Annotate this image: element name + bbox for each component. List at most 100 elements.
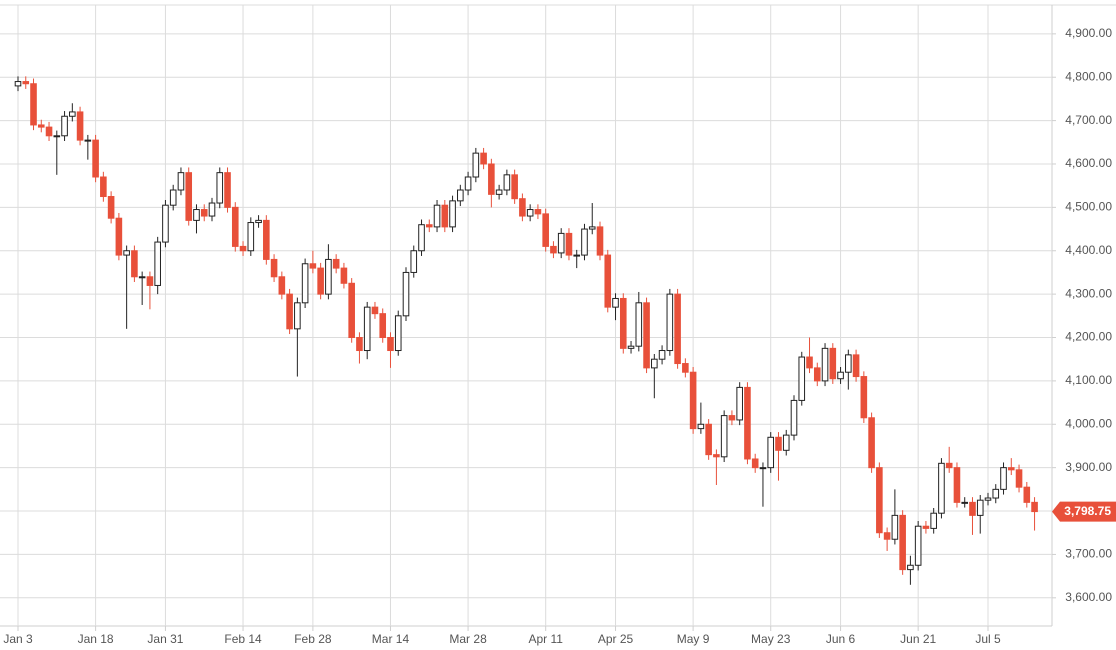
x-tick-label: Apr 11 bbox=[528, 632, 563, 646]
x-tick-label: Jan 31 bbox=[147, 632, 183, 646]
candle-body bbox=[992, 488, 1000, 499]
candle-body bbox=[534, 209, 542, 215]
candle-body bbox=[286, 293, 293, 330]
candle-body bbox=[860, 376, 868, 419]
candle-body bbox=[418, 224, 425, 252]
candle-body bbox=[107, 196, 115, 219]
candle-body bbox=[224, 172, 231, 208]
candle-body bbox=[371, 306, 379, 315]
candle-body bbox=[666, 293, 674, 352]
candle-body bbox=[542, 213, 549, 247]
candle-body bbox=[953, 467, 961, 503]
candle-body bbox=[433, 204, 441, 228]
candle-body bbox=[37, 124, 45, 128]
candle-body bbox=[115, 217, 123, 256]
candle-body bbox=[689, 371, 697, 430]
candle-body bbox=[519, 198, 526, 217]
candle-body bbox=[720, 415, 728, 458]
candle-body bbox=[976, 499, 984, 516]
x-tick-label: Mar 28 bbox=[449, 632, 487, 646]
candle-body bbox=[930, 512, 937, 529]
candle-body bbox=[154, 241, 161, 286]
candle-body bbox=[84, 139, 92, 142]
y-tick-label: 4,500.00 bbox=[1065, 200, 1112, 214]
candle-body bbox=[480, 152, 487, 165]
candle-body bbox=[806, 356, 813, 369]
candle-body bbox=[457, 189, 464, 202]
candle-body bbox=[61, 115, 68, 137]
candle-body bbox=[790, 399, 798, 436]
candle-body bbox=[969, 501, 976, 516]
last-price-tag bbox=[1052, 501, 1116, 522]
candle-body bbox=[883, 532, 891, 540]
candle-body bbox=[627, 345, 635, 349]
candle-body bbox=[340, 267, 348, 284]
y-tick-label: 4,100.00 bbox=[1065, 373, 1112, 387]
candle-body bbox=[573, 254, 581, 257]
candle-body bbox=[138, 276, 146, 279]
candle-body bbox=[907, 564, 914, 571]
candle-body bbox=[69, 111, 76, 117]
candle-body bbox=[891, 514, 899, 540]
candle-body bbox=[565, 232, 573, 256]
candle-body bbox=[263, 219, 270, 260]
candle-body bbox=[914, 525, 922, 566]
candle-body bbox=[239, 245, 247, 252]
candle-body bbox=[278, 276, 286, 295]
y-tick-label: 4,200.00 bbox=[1065, 330, 1112, 344]
candle-body bbox=[379, 313, 387, 339]
candle-body bbox=[45, 126, 53, 137]
candle-body bbox=[363, 306, 371, 352]
candle-body bbox=[92, 139, 99, 178]
candle-body bbox=[682, 363, 689, 373]
candle-body bbox=[123, 250, 130, 256]
candle-body bbox=[938, 462, 945, 514]
candle-body bbox=[162, 204, 169, 243]
candle-body bbox=[387, 337, 394, 352]
x-tick-label: Feb 28 bbox=[294, 632, 332, 646]
candle-body bbox=[813, 367, 821, 382]
y-tick-label: 3,700.00 bbox=[1065, 547, 1112, 561]
candle-body bbox=[1015, 469, 1023, 488]
candle-body bbox=[200, 209, 208, 217]
candle-body bbox=[635, 302, 643, 347]
candle-body bbox=[441, 204, 449, 228]
x-tick-label: Feb 14 bbox=[224, 632, 262, 646]
x-tick-label: Jun 6 bbox=[826, 632, 856, 646]
candle-body bbox=[782, 434, 790, 451]
candle-body bbox=[619, 297, 627, 349]
candle-body bbox=[1000, 467, 1007, 490]
candle-body bbox=[394, 315, 402, 352]
candle-body bbox=[309, 263, 317, 269]
candle-body bbox=[1007, 467, 1015, 471]
candle-body bbox=[177, 172, 185, 191]
candle-body bbox=[736, 386, 743, 421]
y-tick-label: 4,400.00 bbox=[1065, 243, 1112, 257]
candle-body bbox=[495, 189, 503, 195]
candle-body bbox=[216, 172, 224, 204]
candle-body bbox=[449, 200, 456, 228]
candle-body bbox=[876, 467, 883, 534]
x-tick-label: Jan 18 bbox=[78, 632, 114, 646]
candle-body bbox=[169, 189, 177, 206]
candle-body bbox=[604, 254, 612, 308]
candle-body bbox=[325, 258, 332, 295]
candle-body bbox=[1023, 486, 1031, 503]
candle-body bbox=[744, 386, 751, 460]
candle-body bbox=[208, 202, 216, 217]
candle-body bbox=[899, 514, 906, 571]
candle-body bbox=[356, 337, 363, 352]
candle-body bbox=[845, 354, 852, 373]
candle-body bbox=[798, 356, 806, 401]
candle-body bbox=[821, 347, 829, 382]
candle-body bbox=[852, 354, 860, 378]
candle-body bbox=[674, 293, 681, 365]
candle-body bbox=[751, 458, 759, 469]
y-tick-label: 4,600.00 bbox=[1065, 156, 1112, 170]
x-tick-label: Mar 14 bbox=[372, 632, 410, 646]
candle-body bbox=[581, 228, 588, 256]
y-tick-label: 4,700.00 bbox=[1065, 113, 1112, 127]
candle-body bbox=[713, 454, 720, 458]
